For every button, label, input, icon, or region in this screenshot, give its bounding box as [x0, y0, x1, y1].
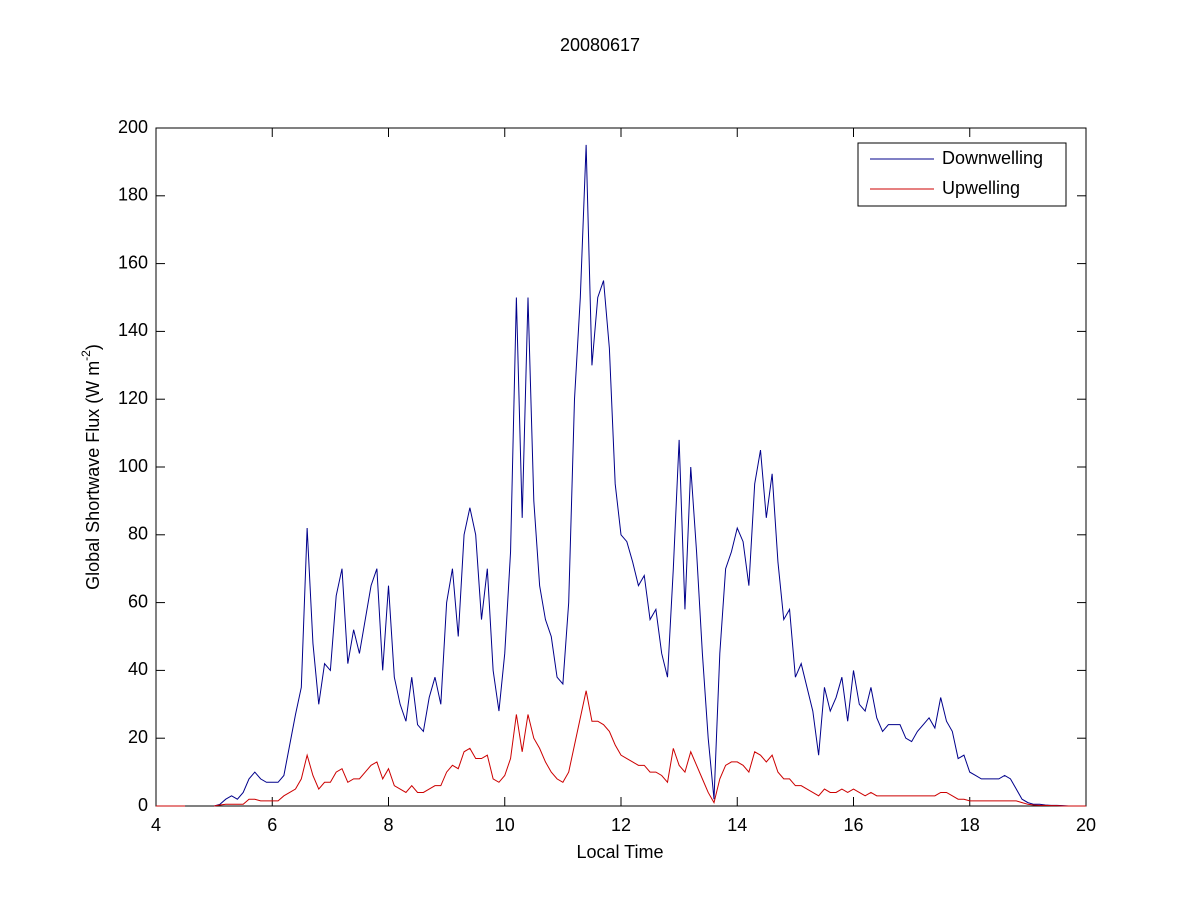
plot-area: [155, 127, 1087, 807]
legend-box: [857, 142, 1067, 207]
legend-label: Upwelling: [942, 178, 1020, 198]
x-tick-label: 12: [611, 815, 631, 835]
x-tick-label: 6: [267, 815, 277, 835]
y-tick-label: 140: [118, 320, 148, 340]
x-tick-label: 20: [1076, 815, 1096, 835]
y-tick-label: 180: [118, 185, 148, 205]
y-tick-label: 200: [118, 117, 148, 137]
x-axis-label: Local Time: [576, 842, 663, 862]
legend-label: Downwelling: [942, 148, 1043, 168]
x-tick-label: 10: [495, 815, 515, 835]
y-tick-label: 40: [128, 659, 148, 679]
x-tick-label: 14: [727, 815, 747, 835]
x-tick-label: 8: [383, 815, 393, 835]
y-tick-label: 0: [138, 795, 148, 815]
y-tick-label: 60: [128, 591, 148, 611]
chart-title: 20080617: [560, 35, 640, 55]
y-label-superscript: -2: [79, 350, 93, 361]
x-tick-label: 18: [960, 815, 980, 835]
x-tick-label: 16: [843, 815, 863, 835]
y-tick-label: 120: [118, 388, 148, 408]
data-line: [156, 690, 1086, 807]
y-tick-label: 160: [118, 252, 148, 272]
y-label-suffix: ): [83, 344, 103, 350]
y-tick-label: 100: [118, 456, 148, 476]
y-label-text: Global Shortwave Flux (W m: [83, 361, 103, 590]
x-tick-label: 4: [151, 815, 161, 835]
y-tick-label: 20: [128, 727, 148, 747]
y-axis-label: Global Shortwave Flux (W m-2): [79, 344, 103, 590]
y-tick-label: 80: [128, 524, 148, 544]
